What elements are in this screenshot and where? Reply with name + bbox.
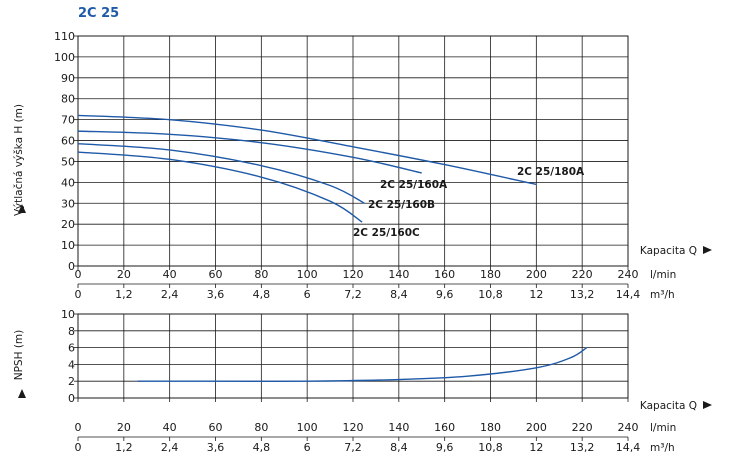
head-ytick-label: 70 xyxy=(61,114,75,127)
head-xtick-label-lmin: 200 xyxy=(526,268,547,281)
head-xtick-label-m3h: 14,4 xyxy=(616,288,641,301)
head-ytick-label: 60 xyxy=(61,135,75,148)
head-xtick-label-m3h: 1,2 xyxy=(115,288,133,301)
npsh-xtick-label-lmin: 140 xyxy=(388,421,409,434)
curve-label: 2C 25/160B xyxy=(368,199,435,211)
npsh-xtick-label-m3h: 12 xyxy=(529,441,543,454)
curve-label: 2C 25/180A xyxy=(517,166,585,178)
npsh-xtick-label-m3h: 1,2 xyxy=(115,441,133,454)
head-xtick-label-lmin: 60 xyxy=(209,268,223,281)
head-xtick-label-m3h: 6 xyxy=(304,288,311,301)
npsh-xtick-label-lmin: 180 xyxy=(480,421,501,434)
npsh-xtick-label-m3h: 7,2 xyxy=(344,441,362,454)
head-ytick-label: 110 xyxy=(54,30,75,43)
head-xtick-label-m3h: 9,6 xyxy=(436,288,454,301)
npsh-xtick-label-m3h: 9,6 xyxy=(436,441,454,454)
head-ytick-label: 40 xyxy=(61,176,75,189)
npsh-plot-frame xyxy=(77,313,629,399)
head-xtick-label-lmin: 220 xyxy=(572,268,593,281)
npsh-y-axis-label: NPSH (m) xyxy=(13,330,25,381)
head-ytick-label: 0 xyxy=(68,260,75,273)
npsh-xtick-label-lmin: 240 xyxy=(618,421,639,434)
npsh-xtick-label-lmin: 160 xyxy=(434,421,455,434)
curve-label: 2C 25/160A xyxy=(380,179,448,191)
npsh-ytick-label: 2 xyxy=(68,375,75,388)
head-x-axis-label: Kapacita Q xyxy=(640,245,697,257)
head-xtick-label-m3h: 3,6 xyxy=(207,288,225,301)
npsh-xtick-label-lmin: 100 xyxy=(297,421,318,434)
head-xtick-label-m3h: 12 xyxy=(529,288,543,301)
head-ytick-label: 30 xyxy=(61,197,75,210)
npsh-xtick-label-lmin: 40 xyxy=(163,421,177,434)
curve-label: 2C 25/160C xyxy=(353,227,420,239)
head-ytick-label: 20 xyxy=(61,218,75,231)
head-xtick-label-lmin: 100 xyxy=(297,268,318,281)
head-xtick-label-m3h: 0 xyxy=(75,288,82,301)
head-ytick-label: 10 xyxy=(61,239,75,252)
npsh-curve-series xyxy=(137,347,588,383)
npsh-xtick-label-lmin: 120 xyxy=(343,421,364,434)
head-xtick-label-lmin: 0 xyxy=(75,268,82,281)
npsh-xtick-label-m3h: 6 xyxy=(304,441,311,454)
npsh-xtick-label-lmin: 60 xyxy=(209,421,223,434)
head-xtick-label-lmin: 240 xyxy=(618,268,639,281)
npsh-xtick-label-m3h: 8,4 xyxy=(390,441,408,454)
head-ytick-label: 80 xyxy=(61,93,75,106)
head-unit-m3h: m³/h xyxy=(650,289,675,301)
npsh-ytick-label: 6 xyxy=(68,342,75,355)
npsh-xtick-label-lmin: 200 xyxy=(526,421,547,434)
npsh-xtick-label-m3h: 13,2 xyxy=(570,441,595,454)
npsh-y-axis-arrow-icon xyxy=(18,389,26,398)
npsh-unit-m3h: m³/h xyxy=(650,442,675,454)
head-xtick-label-lmin: 40 xyxy=(163,268,177,281)
npsh-ytick-label: 8 xyxy=(68,325,75,338)
head-xtick-label-lmin: 120 xyxy=(343,268,364,281)
head-plot-frame xyxy=(77,35,629,267)
head-xtick-label-m3h: 13,2 xyxy=(570,288,595,301)
head-y-axis-label: Výtlačná výška H (m) xyxy=(13,104,25,216)
head-xtick-label-m3h: 10,8 xyxy=(478,288,503,301)
head-xtick-label-m3h: 7,2 xyxy=(344,288,362,301)
head-curve-series xyxy=(77,130,422,174)
head-xtick-label-m3h: 8,4 xyxy=(390,288,408,301)
npsh-xtick-label-m3h: 10,8 xyxy=(478,441,503,454)
head-ytick-label: 90 xyxy=(61,72,75,85)
npsh-xtick-label-lmin: 0 xyxy=(75,421,82,434)
head-xtick-label-m3h: 2,4 xyxy=(161,288,179,301)
npsh-xtick-label-lmin: 80 xyxy=(254,421,268,434)
head-xtick-label-lmin: 20 xyxy=(117,268,131,281)
head-x-axis-arrow-icon xyxy=(703,246,712,254)
head-curve-series xyxy=(77,151,363,223)
head-xtick-label-lmin: 160 xyxy=(434,268,455,281)
head-ytick-label: 100 xyxy=(54,51,75,64)
npsh-xtick-label-m3h: 14,4 xyxy=(616,441,641,454)
head-xtick-label-lmin: 180 xyxy=(480,268,501,281)
head-y-axis-arrow-icon xyxy=(18,204,26,213)
npsh-unit-lmin: l/min xyxy=(650,422,676,434)
npsh-ytick-label: 0 xyxy=(68,392,75,405)
npsh-xtick-label-m3h: 2,4 xyxy=(161,441,179,454)
head-xtick-label-lmin: 140 xyxy=(388,268,409,281)
npsh-x-axis-label: Kapacita Q xyxy=(640,400,697,412)
head-ytick-label: 50 xyxy=(61,155,75,168)
npsh-xtick-label-m3h: 0 xyxy=(75,441,82,454)
npsh-ytick-label: 10 xyxy=(61,308,75,321)
npsh-xtick-label-m3h: 4,8 xyxy=(253,441,271,454)
page-title: 2C 25 xyxy=(78,6,120,21)
head-unit-lmin: l/min xyxy=(650,269,676,281)
head-curve-series xyxy=(77,142,365,204)
npsh-ytick-label: 4 xyxy=(68,358,75,371)
npsh-xtick-label-lmin: 220 xyxy=(572,421,593,434)
npsh-xtick-label-lmin: 20 xyxy=(117,421,131,434)
head-xtick-label-lmin: 80 xyxy=(254,268,268,281)
npsh-xtick-label-m3h: 3,6 xyxy=(207,441,225,454)
head-curve-series xyxy=(77,114,537,186)
npsh-x-axis-arrow-icon xyxy=(703,401,712,409)
head-xtick-label-m3h: 4,8 xyxy=(253,288,271,301)
